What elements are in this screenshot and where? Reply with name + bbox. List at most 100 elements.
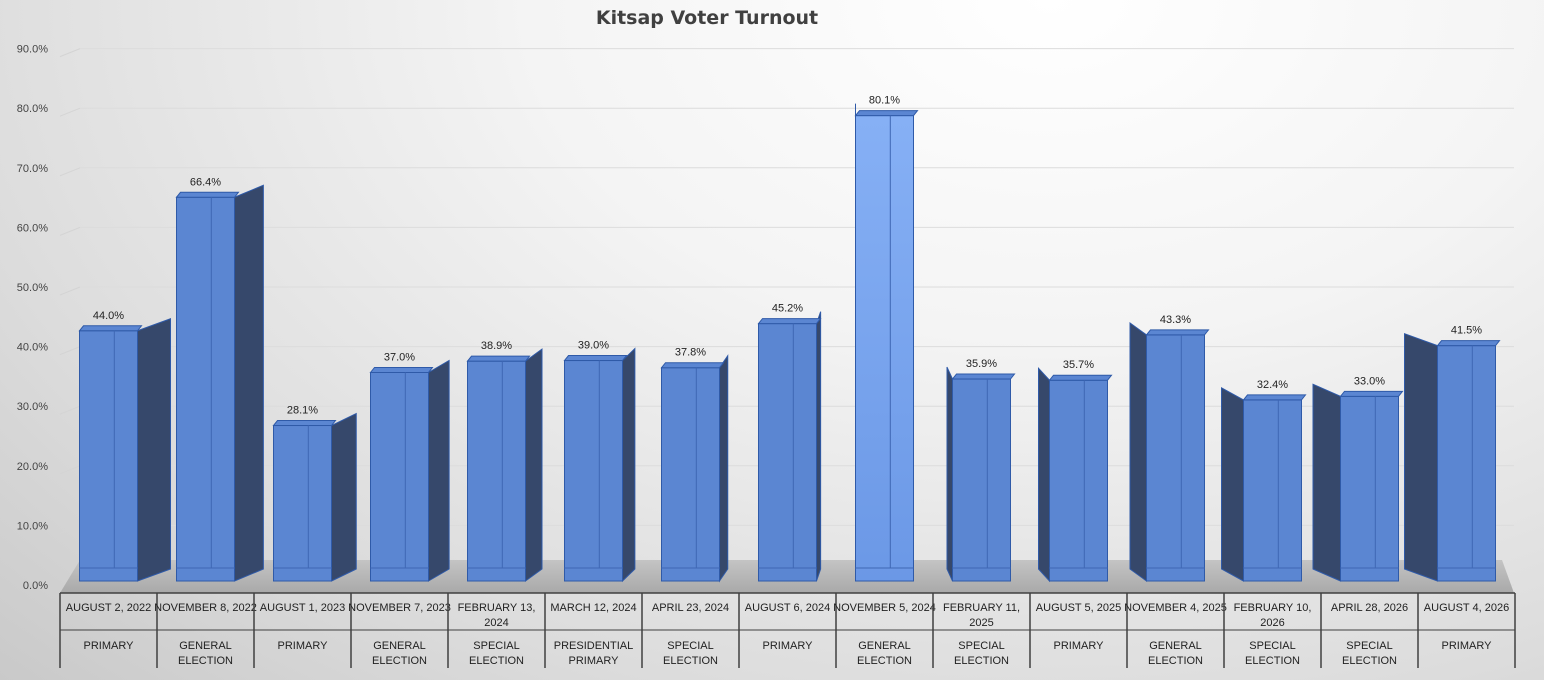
category-date-label: AUGUST 5, 2025 <box>1036 602 1121 614</box>
y-tick-label: 60.0% <box>17 222 48 234</box>
bar-side <box>1404 332 1438 582</box>
category-type-label: ELECTION <box>178 655 233 667</box>
bar-front <box>1049 379 1108 582</box>
bar-front <box>758 323 817 582</box>
bar-top <box>1145 329 1210 336</box>
bar-side <box>816 311 822 582</box>
x-axis: AUGUST 2, 2022 PRIMARY NOVEMBER 8, 2022 GEN… <box>59 592 1516 668</box>
category-date-label: 2024 <box>484 617 508 629</box>
data-label: 38.9% <box>481 340 512 352</box>
data-label: 43.3% <box>1160 314 1191 326</box>
category-type-label: PRIMARY <box>1054 640 1105 652</box>
data-label: 28.1% <box>287 405 318 417</box>
bar <box>854 103 919 582</box>
bar <box>78 318 171 582</box>
y-tick-label: 0.0% <box>23 580 48 592</box>
category-date-label: AUGUST 1, 2023 <box>260 602 345 614</box>
bar <box>563 347 636 583</box>
bar-top <box>1048 374 1113 381</box>
bar-front <box>467 360 526 582</box>
bar-top <box>1436 340 1501 347</box>
category-type-label: ELECTION <box>857 655 912 667</box>
y-tick-label: 10.0% <box>17 520 48 532</box>
bar-side <box>331 412 357 582</box>
bar-top <box>951 373 1016 380</box>
bar <box>175 184 264 582</box>
data-label: 80.1% <box>869 95 900 107</box>
bar-top <box>563 355 628 362</box>
bar-front <box>564 360 623 582</box>
gridline-diag <box>59 524 81 534</box>
bar-top <box>660 362 725 369</box>
category-type-label: ELECTION <box>1148 655 1203 667</box>
chart-title: Kitsap Voter Turnout <box>596 7 818 29</box>
category-date-label: APRIL 28, 2026 <box>1331 602 1408 614</box>
y-tick-label: 30.0% <box>17 401 48 413</box>
category-type-label: GENERAL <box>1149 640 1202 652</box>
bar-top <box>175 191 240 198</box>
data-label: 37.8% <box>675 347 706 359</box>
category-type-label: ELECTION <box>372 655 427 667</box>
category-type-label: GENERAL <box>373 640 426 652</box>
category-type-label: SPECIAL <box>1346 640 1392 652</box>
gridline-diag <box>59 286 81 296</box>
data-label: 33.0% <box>1354 375 1385 387</box>
category-date-label: APRIL 23, 2024 <box>652 602 729 614</box>
category-date-label: NOVEMBER 5, 2024 <box>833 602 936 614</box>
bar-front <box>661 367 720 582</box>
category-date-label: FEBRUARY 11, <box>943 602 1020 614</box>
category-date-label: FEBRUARY 13, <box>458 602 536 614</box>
data-label: 35.7% <box>1063 359 1094 371</box>
bar <box>946 366 1016 582</box>
bar-front <box>370 371 429 582</box>
bar-front <box>952 378 1011 582</box>
bar-side <box>137 318 171 582</box>
bar-side <box>525 348 543 582</box>
category-type-label: ELECTION <box>954 655 1009 667</box>
category-type-label: ELECTION <box>663 655 718 667</box>
bar-side <box>946 366 953 582</box>
bar-top <box>1242 394 1307 401</box>
bar-front <box>79 330 138 582</box>
bar-side <box>234 184 264 582</box>
y-tick-label: 20.0% <box>17 461 48 473</box>
category-type-label: ELECTION <box>1245 655 1300 667</box>
bar-top <box>272 420 337 427</box>
category-date-label: AUGUST 6, 2024 <box>745 602 830 614</box>
data-label: 35.9% <box>966 358 997 370</box>
category-type-label: PRESIDENTIAL <box>554 640 633 652</box>
category-date-label: MARCH 12, 2024 <box>550 602 636 614</box>
category-type-label: SPECIAL <box>473 640 519 652</box>
category-type-label: ELECTION <box>1342 655 1397 667</box>
data-label: 45.2% <box>772 303 803 315</box>
bar-side <box>1221 387 1244 582</box>
gridline-diag <box>59 48 81 58</box>
y-tick-label: 80.0% <box>17 103 48 115</box>
bar <box>1404 332 1501 582</box>
bar-front <box>1437 345 1496 582</box>
bar-side <box>719 354 729 583</box>
category-type-label: PRIMARY <box>278 640 329 652</box>
gridline-diag <box>59 167 81 177</box>
bar-side <box>1038 366 1050 583</box>
gridline-diag <box>59 465 81 475</box>
bar-front <box>1243 399 1302 582</box>
data-label: 37.0% <box>384 351 415 363</box>
bar <box>466 348 543 582</box>
gridline-diag <box>59 107 81 117</box>
data-label: 39.0% <box>578 340 609 352</box>
bar <box>1312 383 1404 582</box>
gridline-diag <box>59 405 81 415</box>
bar <box>369 359 450 582</box>
category-date-label: NOVEMBER 7, 2023 <box>348 602 451 614</box>
category-date-label: AUGUST 4, 2026 <box>1424 602 1509 614</box>
bar <box>272 412 357 582</box>
category-date-label: 2025 <box>969 617 993 629</box>
bar-front <box>1146 334 1205 582</box>
data-label: 41.5% <box>1451 325 1482 337</box>
data-label: 66.4% <box>190 176 221 188</box>
bar-front <box>176 196 235 582</box>
y-tick-label: 90.0% <box>17 44 48 56</box>
bar-side <box>428 359 450 582</box>
category-date-label: FEBRUARY 10, <box>1234 602 1312 614</box>
